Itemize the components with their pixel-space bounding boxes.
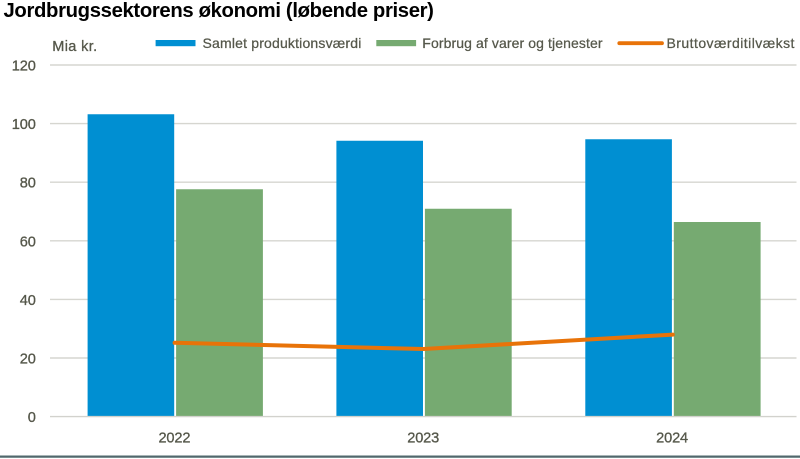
svg-text:Samlet produktionsværdi: Samlet produktionsværdi	[203, 35, 362, 51]
svg-text:0: 0	[28, 410, 36, 426]
svg-text:Forbrug af varer og tjenester: Forbrug af varer og tjenester	[422, 35, 603, 51]
svg-text:2022: 2022	[158, 431, 190, 447]
svg-text:40: 40	[20, 293, 36, 309]
svg-text:Mia kr.: Mia kr.	[52, 39, 97, 55]
svg-text:100: 100	[12, 117, 36, 133]
svg-text:20: 20	[20, 352, 36, 368]
svg-text:60: 60	[20, 234, 36, 250]
svg-text:80: 80	[20, 176, 36, 192]
svg-text:2023: 2023	[407, 431, 439, 447]
svg-text:Bruttoværditilvækst: Bruttoværditilvækst	[667, 35, 795, 51]
svg-text:120: 120	[12, 59, 36, 75]
svg-text:2024: 2024	[656, 431, 688, 447]
